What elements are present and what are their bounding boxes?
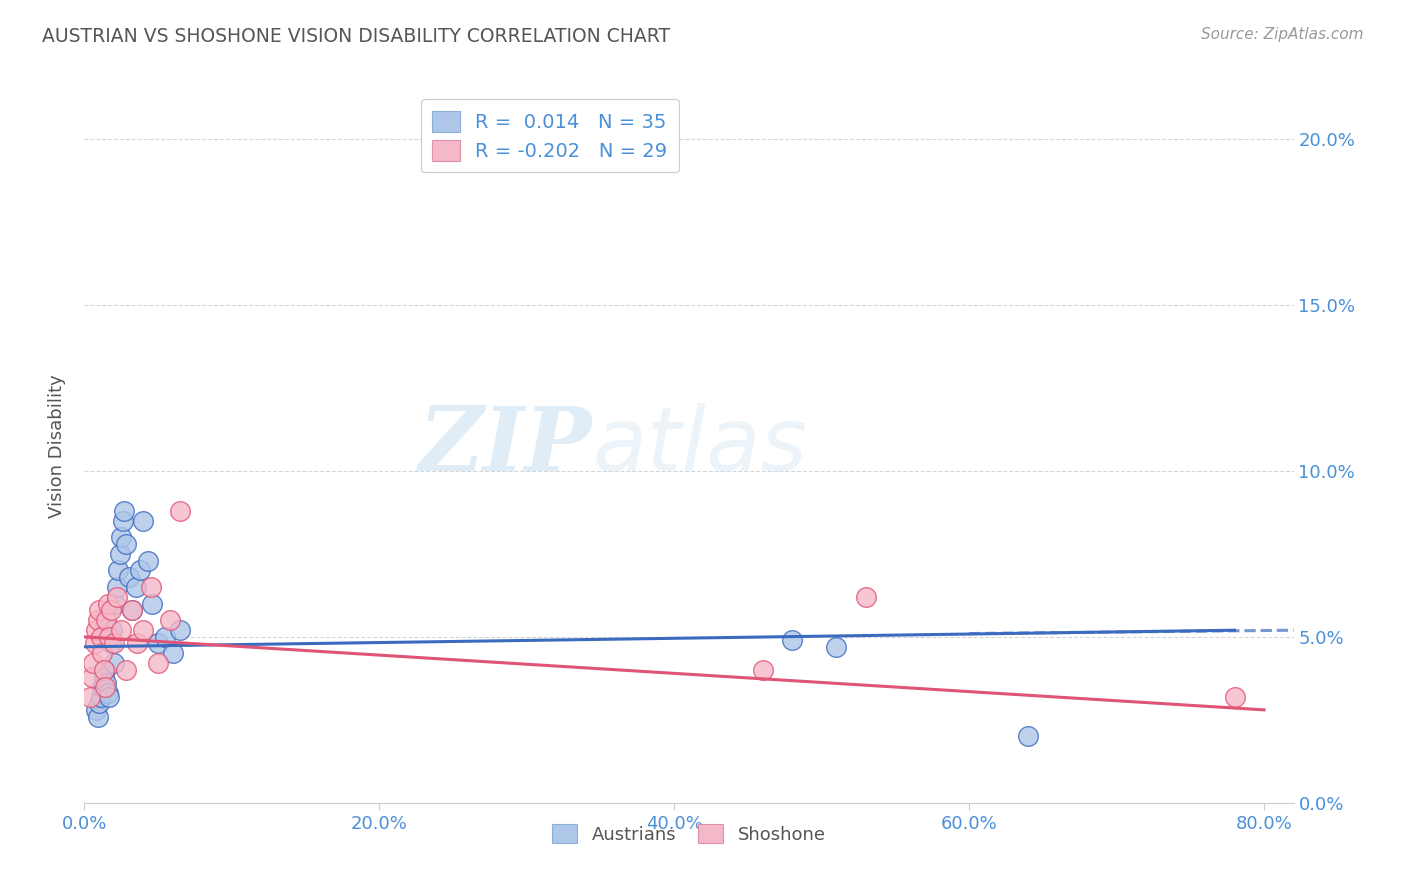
Point [93, 670, 115, 684]
Point [101, 624, 124, 638]
Point [107, 564, 129, 578]
Point [855, 590, 877, 604]
Point [91, 680, 114, 694]
Point [86, 613, 108, 627]
Point [82, 657, 104, 671]
Point [825, 640, 848, 654]
Point [136, 553, 159, 567]
Legend: Austrians, Shoshone: Austrians, Shoshone [541, 813, 837, 855]
Point [146, 636, 169, 650]
Point [1223, 690, 1246, 704]
Point [90, 690, 112, 704]
Point [132, 624, 155, 638]
Y-axis label: Vision Disability: Vision Disability [48, 374, 66, 518]
Point [114, 537, 136, 551]
Point [141, 597, 163, 611]
Point [129, 564, 152, 578]
Point [105, 580, 128, 594]
Point [90, 630, 112, 644]
Point [104, 597, 127, 611]
Point [162, 647, 184, 661]
Point [1017, 730, 1039, 744]
Point [112, 504, 135, 518]
Point [84, 624, 107, 638]
Point [169, 624, 191, 638]
Point [751, 663, 773, 677]
Point [87, 696, 110, 710]
Point [97, 597, 120, 611]
Point [780, 633, 803, 648]
Point [79, 690, 101, 704]
Point [98, 690, 121, 704]
Text: ZIP: ZIP [419, 403, 592, 489]
Text: Source: ZipAtlas.com: Source: ZipAtlas.com [1201, 27, 1364, 42]
Point [91, 647, 114, 661]
Point [98, 630, 121, 644]
Point [103, 636, 125, 650]
Point [111, 514, 134, 528]
Point [121, 603, 143, 617]
Point [127, 636, 149, 650]
Point [159, 613, 181, 627]
Point [139, 580, 162, 594]
Point [94, 663, 117, 677]
Point [100, 636, 122, 650]
Point [86, 709, 108, 723]
Point [83, 636, 105, 650]
Point [96, 613, 118, 627]
Text: atlas: atlas [592, 403, 807, 489]
Point [155, 630, 177, 644]
Point [94, 680, 117, 694]
Point [108, 547, 131, 561]
Point [125, 580, 148, 594]
Point [93, 663, 115, 677]
Point [105, 590, 128, 604]
Point [87, 603, 110, 617]
Point [117, 570, 139, 584]
Point [100, 603, 122, 617]
Point [110, 530, 132, 544]
Text: AUSTRIAN VS SHOSHONE VISION DISABILITY CORRELATION CHART: AUSTRIAN VS SHOSHONE VISION DISABILITY C… [42, 27, 671, 45]
Point [103, 657, 125, 671]
Point [84, 703, 107, 717]
Point [169, 504, 191, 518]
Point [110, 624, 132, 638]
Point [146, 657, 169, 671]
Point [121, 603, 143, 617]
Point [96, 676, 118, 690]
Point [97, 686, 120, 700]
Point [132, 514, 155, 528]
Point [80, 670, 103, 684]
Point [114, 663, 136, 677]
